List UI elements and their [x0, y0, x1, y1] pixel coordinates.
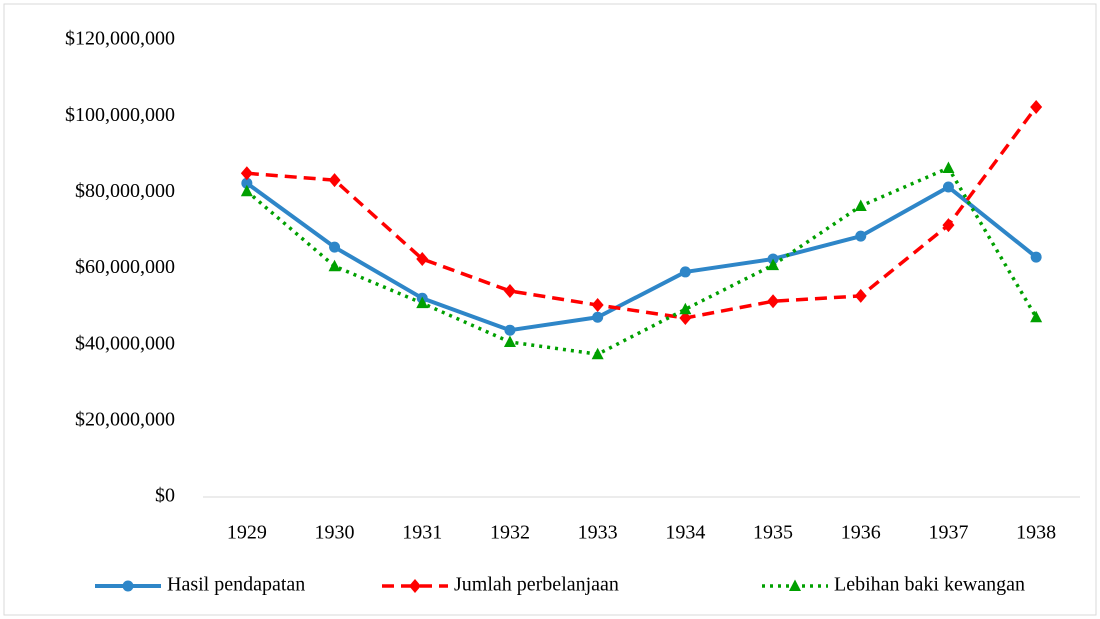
data-point — [679, 266, 691, 278]
data-point — [592, 311, 604, 323]
x-tick-label: 1937 — [928, 522, 968, 544]
data-point — [503, 335, 516, 348]
y-tick-label: $20,000,000 — [75, 408, 175, 430]
x-tick-label: 1935 — [753, 522, 793, 544]
data-point — [679, 311, 692, 326]
x-tick-label: 1936 — [841, 522, 881, 544]
legend-marker — [789, 579, 801, 591]
x-tick-label: 1931 — [402, 522, 442, 544]
x-tick-label: 1930 — [315, 522, 355, 544]
x-tick-label: 1933 — [578, 522, 618, 544]
data-point — [241, 177, 253, 189]
x-tick-label: 1929 — [227, 522, 267, 544]
data-point — [504, 324, 516, 336]
data-point — [328, 173, 341, 188]
data-point — [942, 218, 955, 233]
y-tick-label: $0 — [155, 485, 175, 507]
data-point — [416, 251, 429, 266]
data-point — [854, 199, 867, 212]
data-point — [416, 296, 429, 309]
data-point — [1030, 251, 1042, 263]
legend-marker — [409, 579, 421, 593]
legend-label: Jumlah perbelanjaan — [454, 574, 619, 596]
data-point — [591, 347, 604, 360]
legend-marker — [122, 580, 134, 592]
y-tick-label: $40,000,000 — [75, 332, 175, 354]
chart-border — [3, 3, 1097, 616]
x-tick-label: 1934 — [665, 522, 705, 544]
series-line — [245, 181, 1038, 333]
y-tick-label: $80,000,000 — [75, 180, 175, 202]
data-point — [329, 241, 341, 253]
legend-label: Lebihan baki kewangan — [834, 574, 1025, 596]
data-point — [942, 181, 954, 193]
data-point — [767, 258, 780, 271]
data-point — [591, 298, 604, 313]
x-tick-label: 1938 — [1016, 522, 1056, 544]
data-point — [942, 161, 955, 173]
y-tick-label: $100,000,000 — [65, 104, 175, 126]
data-point — [1030, 100, 1043, 115]
data-point — [855, 230, 867, 242]
series-line — [246, 105, 1038, 320]
data-point — [767, 294, 780, 309]
series-line — [245, 166, 1038, 356]
y-tick-label: $120,000,000 — [65, 28, 175, 50]
x-tick-label: 1932 — [490, 522, 530, 544]
data-point — [503, 283, 516, 298]
legend-label: Hasil pendapatan — [167, 574, 305, 596]
data-point — [679, 302, 692, 315]
data-point — [240, 184, 253, 197]
data-point — [240, 166, 253, 181]
data-point — [1030, 310, 1043, 323]
data-point — [854, 288, 867, 303]
y-tick-label: $60,000,000 — [75, 256, 175, 278]
data-point — [328, 259, 341, 272]
